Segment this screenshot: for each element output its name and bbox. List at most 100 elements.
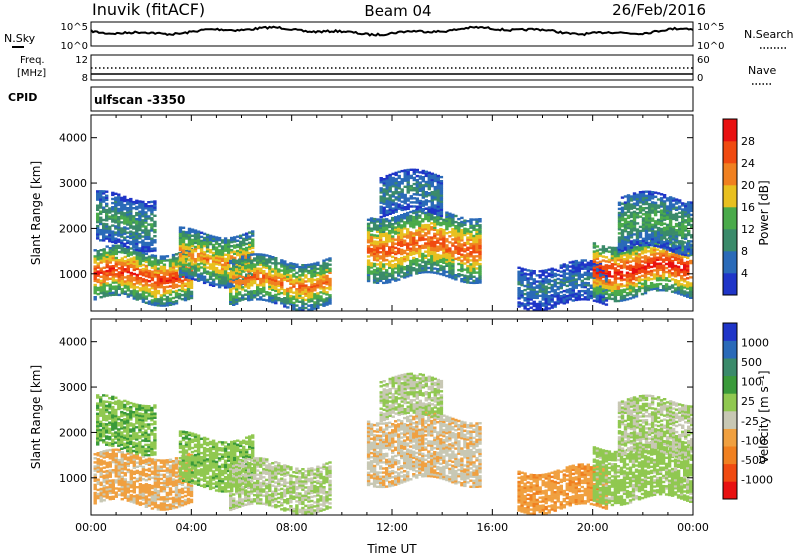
echo-cell (190, 259, 195, 262)
echo-cell (400, 182, 404, 185)
echo-cell (385, 177, 389, 180)
echo-cell (430, 236, 434, 239)
echo-cell (523, 305, 527, 308)
echo-cell (96, 280, 100, 284)
echo-cell (670, 278, 675, 281)
echo-cell (661, 260, 666, 263)
echo-cell (180, 289, 185, 293)
echo-cell (457, 226, 461, 229)
echo-cell (613, 279, 618, 282)
echo-cell (433, 220, 437, 223)
echo-cell (114, 289, 118, 292)
echo-cell (241, 267, 245, 271)
echo-cell (541, 271, 545, 275)
echo-cell (472, 275, 476, 278)
echo-cell (144, 289, 149, 292)
echo-cell (369, 239, 374, 243)
echo-cell (647, 225, 652, 228)
echo-cell (129, 261, 133, 264)
echo-cell (451, 232, 455, 235)
echo-cell (400, 218, 404, 221)
echo-cell (653, 191, 658, 194)
echo-cell (667, 255, 672, 258)
echo-cell (230, 269, 234, 272)
echo-cell (430, 258, 434, 262)
echo-cell (445, 274, 449, 278)
echo-cell (223, 269, 228, 273)
echo-cell (289, 282, 293, 285)
echo-cell (277, 282, 281, 285)
echo-cell (457, 234, 461, 237)
echo-cell (619, 283, 624, 286)
echo-cell (535, 309, 539, 312)
echo-cell (541, 284, 545, 287)
echo-cell (153, 228, 157, 232)
echo-cell (400, 178, 404, 181)
echo-cell (126, 270, 130, 274)
echo-cell (595, 278, 600, 281)
echo-cell (274, 277, 278, 280)
echo-cell (397, 205, 401, 208)
echo-cell (93, 269, 97, 272)
echo-cell (683, 292, 687, 295)
echo-cell (138, 293, 143, 296)
echo-cell (268, 295, 272, 299)
echo-cell (668, 212, 673, 215)
echo-cell (385, 201, 389, 204)
echo-cell (366, 237, 371, 240)
echo-cell (644, 194, 649, 197)
echo-cell (668, 228, 673, 232)
echo-cell (165, 289, 170, 293)
echo-cell (280, 273, 284, 276)
echo-cell (433, 175, 437, 179)
echo-cell (674, 247, 679, 250)
echo-cell (283, 272, 287, 275)
echo-cell (233, 250, 237, 253)
echo-cell (199, 276, 204, 279)
echo-cell (187, 248, 192, 251)
echo-cell (562, 293, 566, 297)
echo-cell (394, 208, 398, 211)
echo-cell (196, 277, 201, 280)
echo-cell (385, 209, 389, 212)
echo-cell (117, 261, 121, 264)
echo-cell (532, 272, 536, 275)
echo-cell (247, 298, 251, 302)
echo-cell (322, 286, 326, 289)
echo-cell (214, 271, 219, 274)
echo-cell (635, 203, 640, 207)
echo-cell (658, 254, 663, 257)
echo-cell (397, 223, 401, 226)
echo-cell (372, 240, 377, 243)
echo-cell (568, 294, 572, 297)
echo-cell (227, 259, 231, 262)
echo-cell (595, 249, 600, 252)
echo-cell (520, 302, 524, 305)
echo-cell (313, 305, 317, 308)
echo-cell (427, 270, 431, 274)
echo-cell (436, 249, 440, 252)
echo-cell (649, 247, 654, 250)
echo-cell (379, 199, 383, 202)
echo-cell (382, 244, 386, 248)
echo-cell (235, 288, 239, 291)
echo-cell (242, 239, 246, 243)
echo-cell (628, 285, 633, 288)
echo-cell (298, 306, 302, 310)
echo-cell (421, 265, 425, 268)
echo-cell (653, 226, 658, 229)
echo-cell (460, 255, 464, 258)
echo-cell (253, 296, 257, 299)
echo-cell (430, 260, 434, 264)
echo-cell (673, 291, 678, 294)
echo-cell (550, 271, 554, 275)
echo-cell (153, 222, 157, 226)
echo-cell (670, 272, 675, 275)
echo-cell (223, 243, 228, 246)
echo-cell (202, 232, 207, 236)
echo-cell (625, 292, 630, 295)
echo-cell (181, 238, 186, 242)
echo-cell (647, 229, 652, 232)
echo-cell (643, 275, 648, 278)
echo-cell (217, 285, 222, 289)
